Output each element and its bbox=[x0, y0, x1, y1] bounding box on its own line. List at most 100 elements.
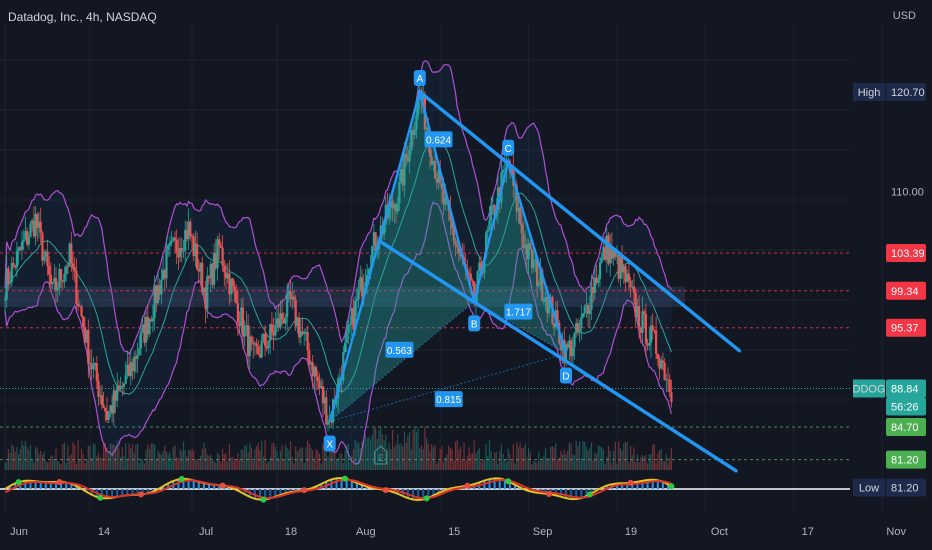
oscillator-histogram-bar bbox=[85, 489, 88, 492]
candle-body bbox=[541, 269, 544, 302]
candle-body bbox=[294, 300, 297, 327]
candle-body bbox=[502, 170, 505, 173]
candle-body bbox=[29, 223, 32, 238]
volume-bar bbox=[315, 448, 317, 470]
oscillator-cross-dot bbox=[15, 479, 22, 486]
volume-bar bbox=[89, 445, 91, 470]
candle-body bbox=[576, 323, 579, 333]
candle-body bbox=[80, 306, 83, 317]
candle-body bbox=[522, 233, 525, 249]
oscillator-histogram-bar bbox=[493, 478, 496, 489]
candle-body bbox=[60, 268, 63, 281]
oscillator-histogram-bar bbox=[65, 482, 68, 489]
oscillator-cross-dot bbox=[219, 482, 226, 489]
candle-body bbox=[670, 392, 673, 403]
volume-bar bbox=[495, 451, 497, 470]
volume-bar bbox=[188, 449, 190, 470]
pattern-point-label-c: C bbox=[505, 144, 512, 155]
time-axis-label: 19 bbox=[625, 526, 637, 538]
volume-bar bbox=[572, 454, 574, 470]
volume-bar bbox=[131, 444, 134, 470]
volume-bar bbox=[509, 453, 511, 470]
volume-bar bbox=[82, 453, 84, 470]
axis-tag-label: High bbox=[858, 87, 881, 99]
axis-tag-label: Low bbox=[859, 483, 879, 495]
volume-bar bbox=[590, 442, 593, 470]
axis-price-value: 81.20 bbox=[891, 483, 919, 495]
volume-bar bbox=[181, 450, 183, 470]
candle-body bbox=[413, 129, 416, 135]
candle-body bbox=[177, 251, 180, 258]
candle-body bbox=[189, 221, 192, 236]
axis-price-value: 99.34 bbox=[891, 286, 919, 298]
candle-body bbox=[491, 205, 494, 207]
volume-bar bbox=[145, 450, 147, 470]
candle-body bbox=[503, 169, 506, 171]
oscillator-histogram-bar bbox=[136, 489, 139, 495]
volume-bar bbox=[432, 447, 434, 470]
candle-body bbox=[221, 247, 224, 266]
candle-body bbox=[580, 317, 583, 329]
volume-bar bbox=[143, 463, 145, 470]
volume-bar bbox=[28, 449, 30, 470]
volume-bar bbox=[262, 457, 264, 470]
volume-bar bbox=[412, 430, 414, 470]
volume-bar bbox=[261, 440, 263, 470]
volume-bar bbox=[12, 446, 15, 470]
pattern-point-marker bbox=[468, 315, 481, 332]
volume-bar bbox=[512, 444, 514, 470]
candle-body bbox=[12, 262, 15, 266]
time-axis-label: Nov bbox=[886, 526, 906, 538]
volume-bar bbox=[189, 450, 191, 470]
oscillator-histogram-bar bbox=[55, 481, 57, 489]
volume-bar bbox=[519, 442, 521, 470]
volume-bar bbox=[279, 451, 281, 470]
volume-bar bbox=[159, 452, 161, 470]
oscillator-histogram-bar bbox=[126, 489, 129, 496]
oscillator-histogram-bar bbox=[141, 489, 144, 495]
volume-bar bbox=[378, 430, 380, 470]
candle-body bbox=[109, 405, 112, 411]
volume-bar bbox=[113, 444, 115, 470]
candle-body bbox=[201, 262, 204, 293]
candle-body bbox=[629, 280, 632, 288]
volume-bar bbox=[375, 427, 377, 470]
volume-bar bbox=[324, 448, 326, 470]
oscillator-histogram-bar bbox=[187, 479, 190, 489]
volume-bar bbox=[541, 458, 543, 470]
candle-body bbox=[88, 363, 92, 365]
candle-body bbox=[391, 200, 394, 209]
candle-body bbox=[114, 390, 117, 401]
oscillator-histogram-bar bbox=[432, 489, 435, 496]
oscillator-histogram-bar bbox=[412, 489, 414, 500]
volume-bar bbox=[553, 447, 555, 470]
volume-bar bbox=[162, 451, 164, 470]
candle-body bbox=[478, 262, 481, 272]
volume-bar bbox=[320, 463, 322, 470]
candle-body bbox=[656, 353, 659, 359]
candle-body bbox=[228, 273, 231, 295]
candle-body bbox=[649, 325, 653, 343]
oscillator-histogram-bar bbox=[590, 489, 593, 494]
volume-bar bbox=[471, 452, 474, 470]
volume-bar bbox=[395, 444, 397, 470]
oscillator-histogram-bar bbox=[208, 484, 210, 489]
oscillator-histogram-bar bbox=[559, 489, 562, 497]
oscillator-histogram-bar bbox=[565, 489, 567, 499]
candle-body bbox=[243, 325, 246, 337]
candle-body bbox=[428, 138, 432, 157]
volume-bar bbox=[640, 456, 642, 470]
candle-body bbox=[440, 183, 443, 190]
volume-bar bbox=[154, 444, 156, 470]
volume-bar bbox=[205, 448, 207, 470]
volume-bar bbox=[485, 443, 487, 470]
candle-body bbox=[598, 262, 602, 279]
volume-bar bbox=[97, 452, 100, 470]
volume-bar bbox=[75, 463, 77, 470]
volume-bar bbox=[312, 450, 314, 470]
volume-bar bbox=[128, 443, 130, 470]
volume-bar bbox=[439, 449, 441, 470]
ratio-box bbox=[385, 341, 414, 358]
pattern-point-marker bbox=[323, 435, 336, 452]
